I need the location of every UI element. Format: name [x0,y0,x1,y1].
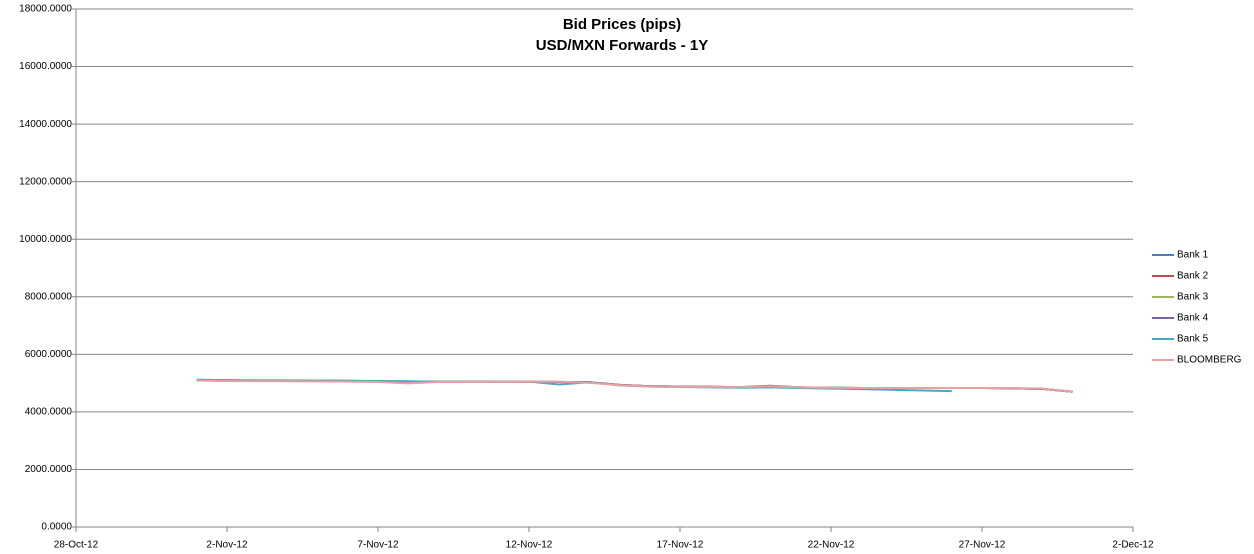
x-tick-label: 2-Dec-12 [1112,540,1154,551]
chart-title: Bid Prices (pips) [563,16,681,33]
x-tick-label: 7-Nov-12 [357,540,399,551]
legend-label: Bank 1 [1177,250,1209,261]
y-tick-label: 18000.0000 [19,4,72,15]
y-tick-label: 4000.0000 [25,407,73,418]
series-line [196,379,1073,393]
y-tick-label: 12000.0000 [19,176,72,187]
x-tick-label: 2-Nov-12 [206,540,248,551]
y-tick-label: 2000.0000 [25,464,73,475]
legend-label: Bank 3 [1177,292,1209,303]
chart-subtitle: USD/MXN Forwards - 1Y [536,37,709,54]
legend-label: Bank 2 [1177,271,1209,282]
y-tick-label: 10000.0000 [19,234,72,245]
x-tick-label: 28-Oct-12 [54,540,99,551]
x-tick-label: 22-Nov-12 [808,540,855,551]
y-tick-label: 8000.0000 [25,291,73,302]
x-tick-label: 12-Nov-12 [506,540,553,551]
y-tick-label: 0.0000 [41,522,72,533]
x-tick-label: 17-Nov-12 [657,540,704,551]
y-tick-label: 6000.0000 [25,349,73,360]
legend-label: Bank 4 [1177,313,1209,324]
x-tick-label: 27-Nov-12 [959,540,1006,551]
y-tick-label: 16000.0000 [19,61,72,72]
legend-label: BLOOMBERG [1177,355,1242,366]
y-tick-label: 14000.0000 [19,119,72,130]
legend-label: Bank 5 [1177,334,1209,345]
